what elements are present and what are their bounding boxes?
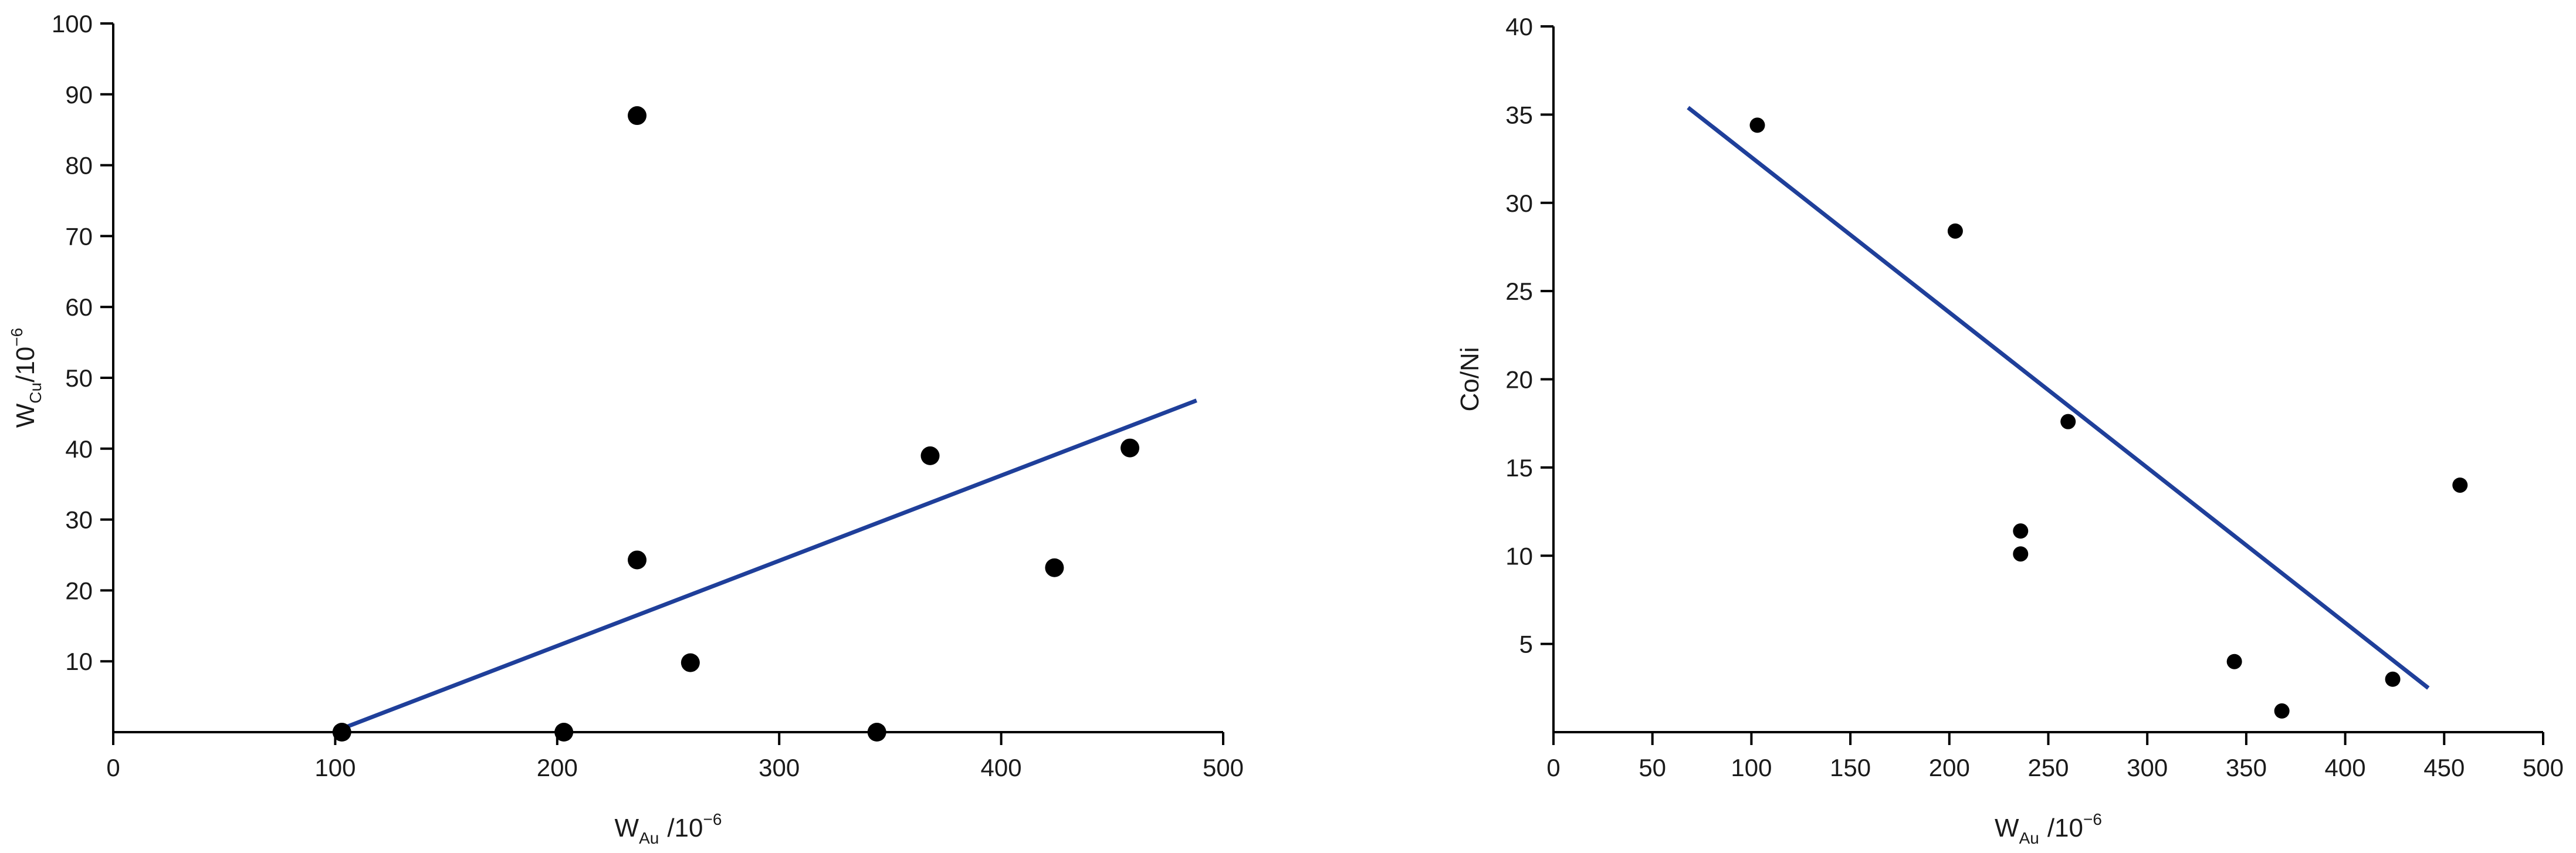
chart-1-x-axis-label-main: W bbox=[615, 814, 639, 842]
chart-2-data-point bbox=[1749, 117, 1765, 133]
chart-1-data-point bbox=[554, 723, 574, 742]
chart-1-y-tick-label: 10 bbox=[65, 648, 93, 675]
chart-2-y-tick-label: 25 bbox=[1505, 277, 1533, 305]
chart-1-y-tick-label: 80 bbox=[65, 152, 93, 180]
chart-2-x-axis-label: WAu/10−6 bbox=[1995, 810, 2102, 847]
chart-1-trendline bbox=[341, 398, 1197, 731]
chart-1-y-tick-label: 50 bbox=[65, 364, 93, 392]
chart-2-x-tick-label: 0 bbox=[1546, 754, 1560, 781]
chart-2-x-tick-label: 250 bbox=[2027, 754, 2069, 781]
chart-2-data-point bbox=[2385, 671, 2401, 687]
chart-1: 0 100 200 300 400 500102030405060708090100WAu… bbox=[8, 10, 1244, 847]
chart-1-data-point bbox=[628, 106, 647, 126]
chart-2-y-tick-label: 15 bbox=[1505, 454, 1533, 482]
chart-2-data-point bbox=[1947, 223, 1963, 239]
chart-1-y-tick-label: 30 bbox=[65, 506, 93, 534]
chart-1-x-axis-label-sub: Au bbox=[639, 829, 659, 847]
chart-1-x-tick-label: 400 bbox=[981, 754, 1022, 781]
chart-1-x-tick-label: 500 bbox=[1203, 754, 1244, 781]
chart-1-x-axis-label-unit: /10 bbox=[667, 814, 703, 842]
chart-2-x-tick-label: 350 bbox=[2226, 754, 2267, 781]
chart-1-data-point bbox=[1045, 558, 1064, 577]
chart-1-y-axis-label-sup: −6 bbox=[8, 328, 26, 347]
chart-1-x-tick-label: 300 bbox=[759, 754, 800, 781]
chart-2-data-point bbox=[2274, 703, 2290, 719]
chart-1-y-axis-label: WCu/10−6 bbox=[8, 328, 45, 428]
chart-1-data-point bbox=[628, 550, 647, 570]
chart-2-x-axis-label-unit: /10 bbox=[2047, 814, 2083, 842]
chart-2-y-tick-label: 20 bbox=[1505, 366, 1533, 394]
chart-2-data-point bbox=[2060, 414, 2076, 429]
chart-1-x-tick-label: 0 bbox=[106, 754, 120, 781]
chart-1-data-point bbox=[867, 723, 886, 742]
chart-2-x-tick-label: 200 bbox=[1929, 754, 1970, 781]
chart-1-y-axis-label-unit: /10 bbox=[11, 347, 40, 383]
chart-2-x-tick-label: 300 bbox=[2127, 754, 2168, 781]
chart-1-y-axis-label-sub: Cu bbox=[26, 383, 45, 404]
chart-2-x-axis-label-sup: −6 bbox=[2083, 810, 2102, 828]
chart-2-x-tick-label: 500 bbox=[2523, 754, 2564, 781]
chart-1-x-tick-label: 100 bbox=[314, 754, 356, 781]
chart-2-x-tick-label: 400 bbox=[2325, 754, 2366, 781]
chart-1-y-tick-label: 20 bbox=[65, 577, 93, 604]
chart-1-y-tick-label: 40 bbox=[65, 435, 93, 463]
chart-1-data-point bbox=[681, 653, 700, 672]
chart-2-x-axis-label-main: W bbox=[1995, 814, 2019, 842]
chart-1-x-tick-label: 200 bbox=[537, 754, 578, 781]
chart-1-y-tick-label: 70 bbox=[65, 222, 93, 250]
chart-2-y-tick-label: 30 bbox=[1505, 189, 1533, 217]
chart-2-y-axis-label: Co/Ni bbox=[1455, 347, 1484, 411]
chart-2-data-point bbox=[2452, 477, 2468, 493]
chart-2-data-point bbox=[2226, 654, 2242, 669]
chart-2-y-tick-label: 10 bbox=[1505, 542, 1533, 570]
chart-1-y-axis-label-main: W bbox=[11, 403, 40, 428]
chart-2-data-point bbox=[2013, 523, 2029, 539]
chart-2-data-point bbox=[2013, 546, 2029, 562]
chart-1-x-axis-label-sup: −6 bbox=[703, 810, 722, 828]
chart-2-y-tick-label: 35 bbox=[1505, 101, 1533, 128]
chart-1-x-axis-label: WAu/10−6 bbox=[615, 810, 722, 847]
chart-1-y-tick-label: 100 bbox=[52, 10, 93, 38]
chart-2-y-tick-label: 5 bbox=[1519, 631, 1533, 658]
chart-2-x-tick-label: 100 bbox=[1731, 754, 1772, 781]
chart-2-trendline bbox=[1687, 106, 2430, 690]
chart-1-data-point bbox=[920, 446, 940, 465]
chart-2-x-tick-label: 50 bbox=[1639, 754, 1666, 781]
chart-1-y-tick-label: 90 bbox=[65, 81, 93, 109]
chart-2-x-axis-label-sub: Au bbox=[2019, 829, 2039, 847]
chart-2: 0 50 100 150 200 250 300 350 400 450 500 5 10 15 20 25 3… bbox=[1455, 13, 2564, 847]
chart-2-x-tick-label: 450 bbox=[2423, 754, 2465, 781]
chart-2-y-tick-label: 40 bbox=[1505, 13, 1533, 40]
chart-2-x-tick-label: 150 bbox=[1830, 754, 1871, 781]
chart-1-data-point bbox=[1121, 438, 1140, 458]
chart-1-y-tick-label: 60 bbox=[65, 293, 93, 321]
chart-1-data-point bbox=[332, 723, 351, 742]
